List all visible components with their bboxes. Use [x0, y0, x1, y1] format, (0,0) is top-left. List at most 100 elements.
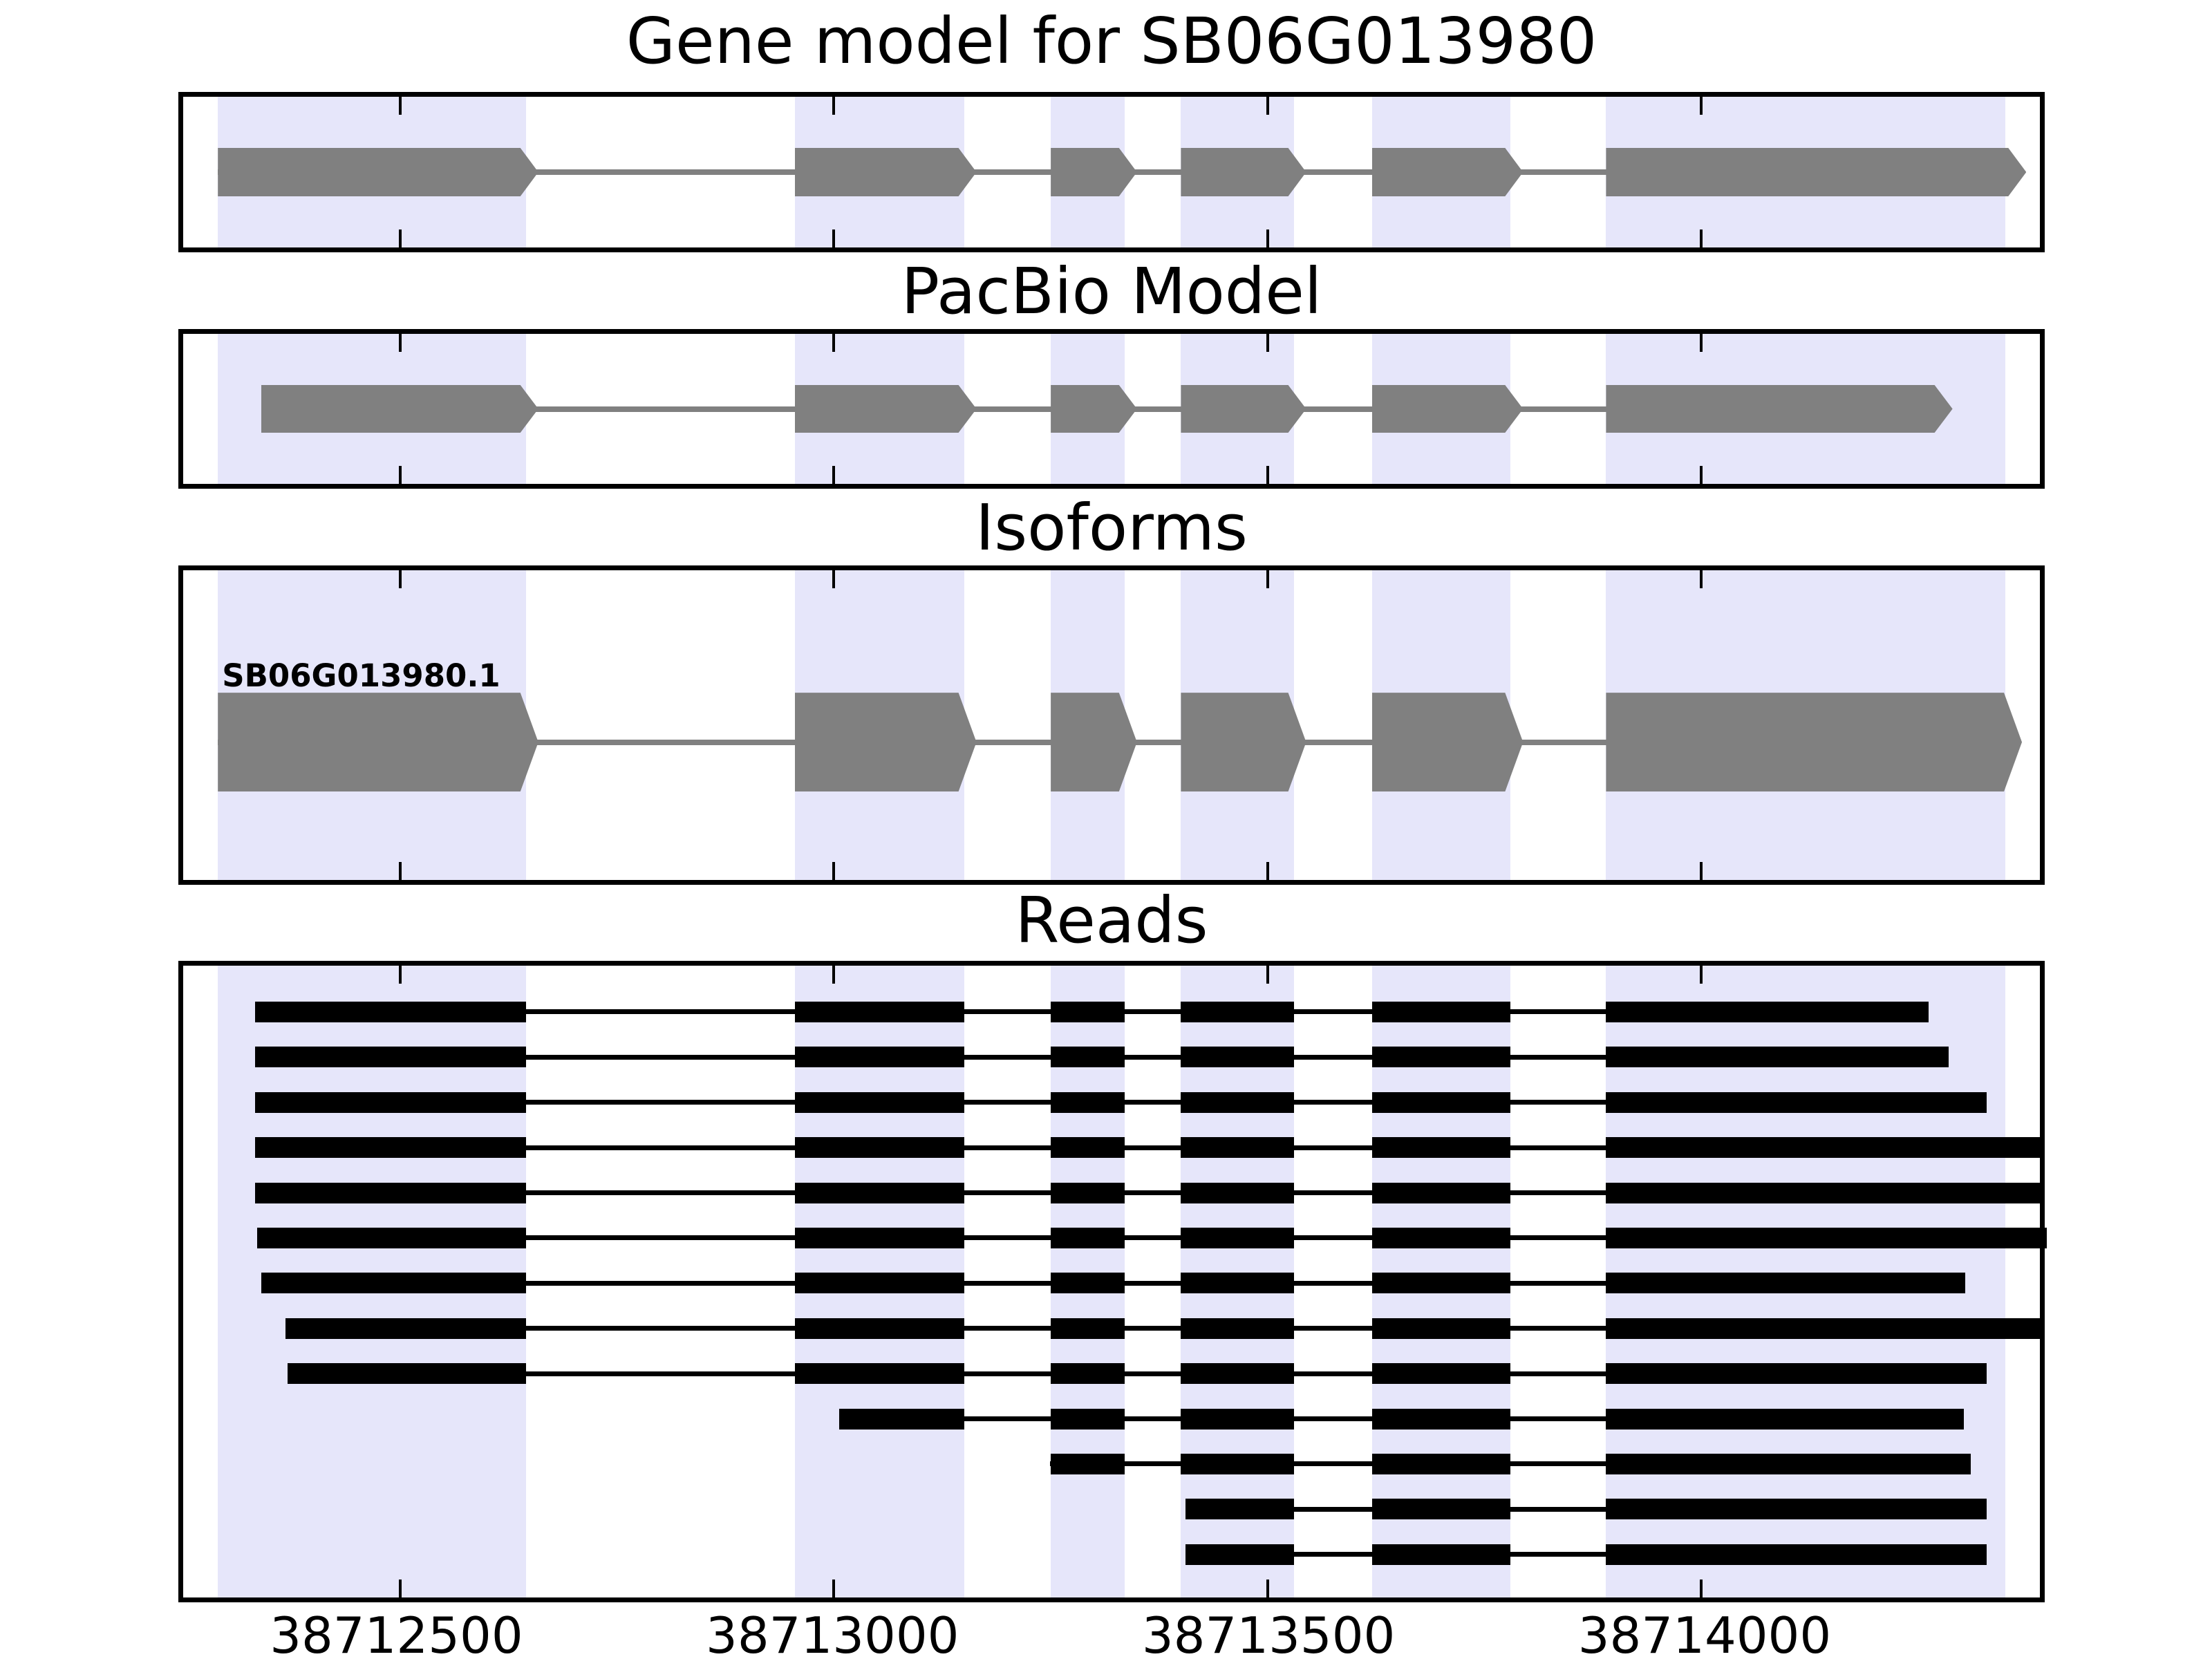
- read-exon-segment: [1606, 1273, 1966, 1294]
- read-exon-segment: [255, 1091, 526, 1113]
- exon-arrow: [1181, 148, 1306, 196]
- read-exon-segment: [1371, 1318, 1511, 1339]
- read-exon-segment: [794, 1182, 964, 1203]
- read-exon-segment: [794, 1318, 964, 1339]
- axis-tick: [832, 334, 836, 352]
- panel-title-gene-model: Gene model for SB06G013980: [626, 4, 1597, 78]
- read-exon-segment: [1606, 1091, 1987, 1113]
- exon-arrow: [1372, 693, 1524, 791]
- read-exon-segment: [1371, 1453, 1511, 1474]
- x-tick-label: 38714000: [1577, 1606, 1832, 1659]
- exon-arrow: [795, 693, 977, 791]
- read-exon-segment: [794, 1363, 964, 1385]
- exon-arrow: [218, 148, 538, 196]
- read-exon-segment: [1606, 1408, 1964, 1430]
- axis-tick: [1266, 466, 1269, 484]
- read-exon-segment: [287, 1363, 526, 1385]
- axis-tick: [1266, 334, 1269, 352]
- exon-arrow: [795, 148, 977, 196]
- axis-tick: [398, 334, 402, 352]
- panel-title-isoforms: Isoforms: [975, 491, 1248, 565]
- read-exon-segment: [1181, 1047, 1294, 1068]
- read-exon-segment: [1181, 1318, 1294, 1339]
- pacbio-features-layer: [183, 334, 2040, 484]
- read-exon-segment: [1371, 1091, 1511, 1113]
- read-exon-segment: [256, 1227, 526, 1248]
- exon-arrow: [1181, 385, 1306, 433]
- axis-tick: [1700, 570, 1703, 588]
- read-exon-segment: [1606, 1544, 1987, 1565]
- read-exon-segment: [1371, 1182, 1511, 1203]
- read-exon-segment: [794, 1091, 964, 1113]
- read-exon-segment: [1606, 1001, 1929, 1022]
- panel-title-reads: Reads: [1015, 883, 1208, 957]
- axis-tick: [1700, 334, 1703, 352]
- read-exon-segment: [1371, 1363, 1511, 1385]
- read-exon-segment: [255, 1137, 526, 1159]
- isoforms-features-layer: SB06G013980.1: [183, 570, 2040, 880]
- intron-line: [287, 1371, 1987, 1376]
- read-exon-segment: [794, 1273, 964, 1294]
- exon-arrow: [1181, 693, 1306, 791]
- read-exon-segment: [1606, 1137, 2045, 1159]
- axis-tick: [1700, 97, 1703, 115]
- x-tick-label: 38713000: [706, 1606, 959, 1659]
- exon-arrow: [261, 385, 538, 433]
- axis-tick: [1266, 97, 1269, 115]
- intron-line: [1185, 1506, 1987, 1512]
- read-exon-segment: [1051, 1137, 1125, 1159]
- panel-isoforms: SB06G013980.1: [178, 565, 2045, 885]
- exon-arrow: [1051, 385, 1137, 433]
- read-exon-segment: [1181, 1137, 1294, 1159]
- exon-arrow: [1051, 148, 1137, 196]
- read-exon-segment: [1371, 1137, 1511, 1159]
- exon-arrow: [1372, 148, 1524, 196]
- axis-tick: [1700, 466, 1703, 484]
- read-exon-segment: [1606, 1318, 2043, 1339]
- read-exon-segment: [1606, 1363, 1987, 1385]
- read-exon-segment: [255, 1182, 526, 1203]
- read-exon-segment: [1181, 1453, 1294, 1474]
- read-exon-segment: [1371, 1273, 1511, 1294]
- read-exon-segment: [1051, 1318, 1125, 1339]
- read-exon-segment: [1051, 1408, 1125, 1430]
- read-exon-segment: [1051, 1182, 1125, 1203]
- read-exon-segment: [1371, 1047, 1511, 1068]
- read-exon-segment: [1051, 1363, 1125, 1385]
- axis-tick: [398, 229, 402, 247]
- exon-arrow: [1606, 148, 2026, 196]
- read-exon-segment: [1181, 1001, 1294, 1022]
- read-exon-segment: [1181, 1182, 1294, 1203]
- axis-tick: [398, 862, 402, 880]
- axis-tick: [832, 862, 836, 880]
- read-exon-segment: [1606, 1047, 1949, 1068]
- read-exon-segment: [261, 1273, 526, 1294]
- read-exon-segment: [794, 1227, 964, 1248]
- axis-tick: [1266, 966, 1269, 984]
- axis-tick: [398, 466, 402, 484]
- panel-pacbio: [178, 329, 2045, 489]
- exon-arrow: [1606, 385, 1952, 433]
- exon-arrow: [1051, 693, 1137, 791]
- read-exon-segment: [1051, 1001, 1125, 1022]
- axis-tick: [1266, 1580, 1269, 1597]
- panel-reads: [178, 961, 2047, 1602]
- read-exon-segment: [794, 1047, 964, 1068]
- panel-gene-model: [178, 92, 2045, 252]
- intron-line: [256, 1235, 2047, 1241]
- read-exon-segment: [1371, 1227, 1511, 1248]
- read-exon-segment: [1606, 1182, 2045, 1203]
- axis-tick: [398, 966, 402, 984]
- axis-tick: [1266, 229, 1269, 247]
- exon-arrow: [1372, 385, 1524, 433]
- axis-tick: [832, 466, 836, 484]
- read-exon-segment: [1606, 1453, 1971, 1474]
- axis-tick: [832, 966, 836, 984]
- read-exon-segment: [1051, 1047, 1125, 1068]
- reads-features-layer: [183, 966, 2047, 1597]
- axis-tick: [1266, 862, 1269, 880]
- exon-arrow: [218, 693, 538, 791]
- read-exon-segment: [794, 1001, 964, 1022]
- isoform-label: SB06G013980.1: [222, 657, 500, 695]
